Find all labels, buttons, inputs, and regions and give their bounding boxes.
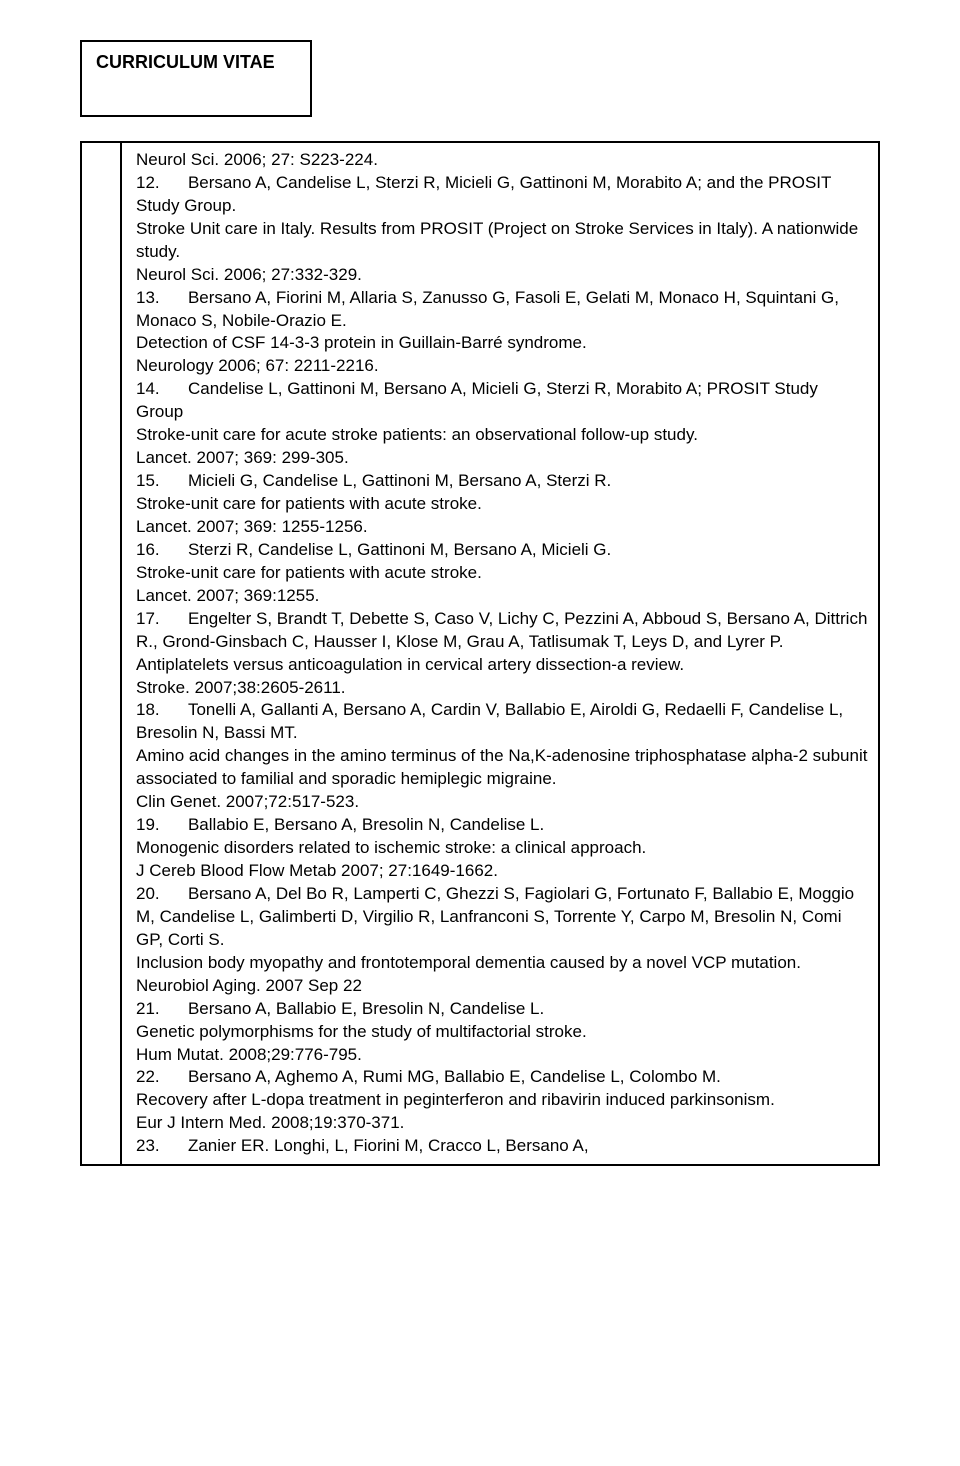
publication-entry: Neurol Sci. 2006; 27:332-329.	[136, 264, 868, 287]
publication-entry: J Cereb Blood Flow Metab 2007; 27:1649-1…	[136, 860, 868, 883]
publication-entry: Hum Mutat. 2008;29:776-795.	[136, 1044, 868, 1067]
publication-entry: Stroke-unit care for patients with acute…	[136, 562, 868, 585]
content-table: Neurol Sci. 2006; 27: S223-224.12. Bersa…	[80, 141, 880, 1166]
publication-entry: Detection of CSF 14-3-3 protein in Guill…	[136, 332, 868, 355]
publication-entry: Inclusion body myopathy and frontotempor…	[136, 952, 868, 975]
publication-entry: Lancet. 2007; 369: 1255-1256.	[136, 516, 868, 539]
page-container: CURRICULUM VITAE Neurol Sci. 2006; 27: S…	[0, 0, 960, 1206]
publication-entry: Amino acid changes in the amino terminus…	[136, 745, 868, 791]
publication-entry: 22. Bersano A, Aghemo A, Rumi MG, Ballab…	[136, 1066, 868, 1089]
publication-entry: 19. Ballabio E, Bersano A, Bresolin N, C…	[136, 814, 868, 837]
publication-entry: Eur J Intern Med. 2008;19:370-371.	[136, 1112, 868, 1135]
publication-entry: Stroke. 2007;38:2605-2611.	[136, 677, 868, 700]
publication-entry: 12. Bersano A, Candelise L, Sterzi R, Mi…	[136, 172, 868, 218]
publication-entry: 16. Sterzi R, Candelise L, Gattinoni M, …	[136, 539, 868, 562]
document-title: CURRICULUM VITAE	[96, 52, 275, 72]
publication-entry: Clin Genet. 2007;72:517-523.	[136, 791, 868, 814]
publication-entry: 23. Zanier ER. Longhi, L, Fiorini M, Cra…	[136, 1135, 868, 1158]
content-cell: Neurol Sci. 2006; 27: S223-224.12. Bersa…	[120, 143, 878, 1164]
publication-entry: 21. Bersano A, Ballabio E, Bresolin N, C…	[136, 998, 868, 1021]
publication-entry: 14. Candelise L, Gattinoni M, Bersano A,…	[136, 378, 868, 424]
publication-entry: 18. Tonelli A, Gallanti A, Bersano A, Ca…	[136, 699, 868, 745]
publication-entry: 13. Bersano A, Fiorini M, Allaria S, Zan…	[136, 287, 868, 333]
publication-entry: Stroke-unit care for acute stroke patien…	[136, 424, 868, 447]
publication-entry: Genetic polymorphisms for the study of m…	[136, 1021, 868, 1044]
publication-entry: 15. Micieli G, Candelise L, Gattinoni M,…	[136, 470, 868, 493]
publication-entry: 20. Bersano A, Del Bo R, Lamperti C, Ghe…	[136, 883, 868, 952]
publication-entry: Stroke-unit care for patients with acute…	[136, 493, 868, 516]
publication-entry: 17. Engelter S, Brandt T, Debette S, Cas…	[136, 608, 868, 654]
publication-entry: Lancet. 2007; 369:1255.	[136, 585, 868, 608]
publication-entry: Antiplatelets versus anticoagulation in …	[136, 654, 868, 677]
publication-entry: Recovery after L-dopa treatment in pegin…	[136, 1089, 868, 1112]
publication-entry: Neurol Sci. 2006; 27: S223-224.	[136, 149, 868, 172]
publication-entry: Neurology 2006; 67: 2211-2216.	[136, 355, 868, 378]
publication-entry: Neurobiol Aging. 2007 Sep 22	[136, 975, 868, 998]
publication-entry: Stroke Unit care in Italy. Results from …	[136, 218, 868, 264]
publication-entry: Lancet. 2007; 369: 299-305.	[136, 447, 868, 470]
publication-entry: Monogenic disorders related to ischemic …	[136, 837, 868, 860]
title-box: CURRICULUM VITAE	[80, 40, 312, 117]
